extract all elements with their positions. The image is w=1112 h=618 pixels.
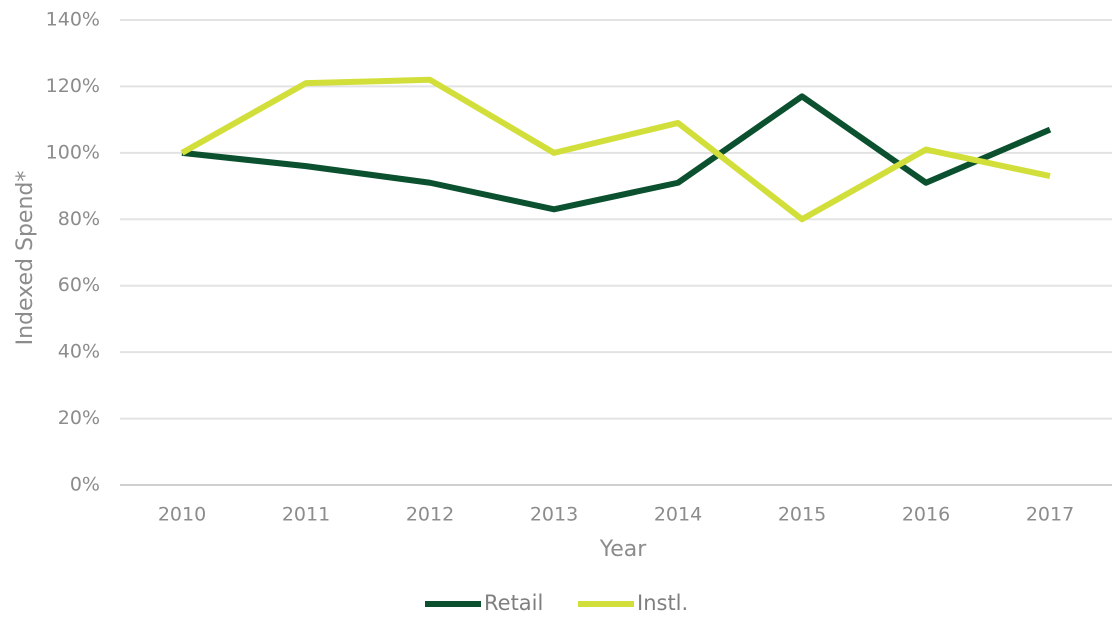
y-tick-label: 40% [58,341,100,363]
x-tick-label: 2016 [902,504,950,526]
x-axis-title: Year [599,537,648,562]
x-tick-label: 2017 [1026,504,1074,526]
x-tick-label: 2010 [158,504,206,526]
x-tick-label: 2013 [530,504,578,526]
y-tick-label: 120% [46,75,100,97]
x-tick-label: 2015 [778,504,826,526]
y-tick-label: 60% [58,274,100,296]
legend-label: Retail [484,591,543,615]
y-tick-label: 100% [46,141,100,163]
y-tick-label: 0% [70,474,100,496]
data-line [181,93,1052,213]
y-tick-label: 140% [46,9,100,31]
x-tick-label: 2011 [282,504,330,526]
data-line [180,76,1051,223]
y-axis-title: Indexed Spend* [13,171,38,346]
x-tick-label: 2014 [654,504,702,526]
x-tick-label: 2012 [406,504,454,526]
y-tick-label: 80% [58,208,100,230]
y-tick-label: 20% [58,407,100,429]
legend-label: Instl. [637,591,688,615]
